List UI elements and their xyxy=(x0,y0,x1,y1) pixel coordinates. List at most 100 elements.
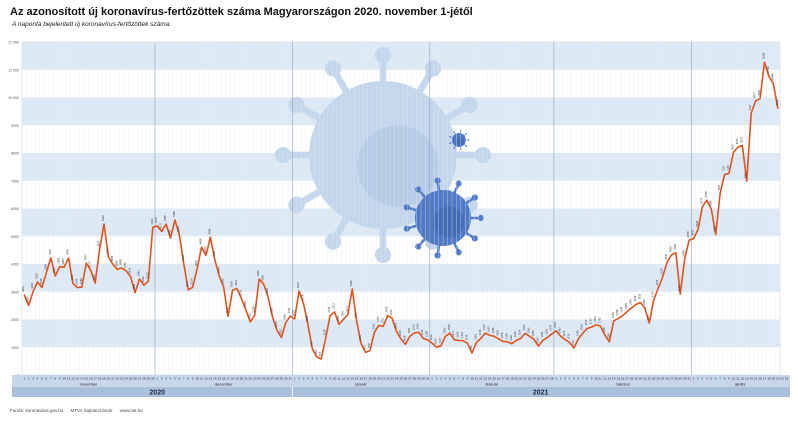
data-point xyxy=(161,230,163,232)
virus-spike-tip xyxy=(459,129,462,132)
data-point xyxy=(577,338,579,340)
data-point xyxy=(413,332,415,334)
data-point xyxy=(750,112,752,114)
data-point xyxy=(613,320,615,322)
data-label: 2116 xyxy=(225,307,229,313)
data-label: 2701 xyxy=(651,291,655,297)
data-point xyxy=(409,335,411,337)
x-tick-label: 20 xyxy=(240,377,244,381)
data-point xyxy=(85,262,87,264)
x-tick-label: 3 xyxy=(165,377,167,381)
data-label: 3282 xyxy=(261,275,265,281)
data-point xyxy=(143,284,145,286)
virus-core xyxy=(433,206,464,238)
virus-spike-tip xyxy=(455,249,462,256)
x-tick-label: 24 xyxy=(656,377,660,381)
x-tick-label: 9 xyxy=(329,377,331,381)
x-tick-label: 10 xyxy=(333,377,337,381)
data-point xyxy=(639,301,641,304)
data-label: 878 xyxy=(367,343,371,348)
data-point xyxy=(497,338,500,340)
data-point xyxy=(710,208,712,210)
data-label: 8270 xyxy=(739,136,743,142)
data-point xyxy=(298,290,300,292)
data-label: 1825 xyxy=(336,315,340,321)
data-point xyxy=(732,151,735,153)
x-tick-label: 30 xyxy=(421,377,425,381)
x-tick-label: 14 xyxy=(213,377,217,381)
virus-spike-tip xyxy=(403,225,410,232)
data-point xyxy=(675,252,677,254)
x-tick-label: 13 xyxy=(483,377,487,381)
data-point xyxy=(130,276,132,278)
data-label: 1871 xyxy=(646,314,650,320)
x-tick-label: 1 xyxy=(555,377,557,381)
data-label: 2612 xyxy=(637,293,641,299)
y-tick-label: 10 000 xyxy=(8,96,19,100)
data-point xyxy=(701,206,703,208)
x-tick-label: 7 xyxy=(458,377,460,381)
data-point xyxy=(653,299,655,301)
data-point xyxy=(240,298,242,300)
data-label: 1563 xyxy=(394,322,398,328)
data-point xyxy=(644,307,646,309)
virus-spike-tip xyxy=(415,186,422,193)
virus-spike-tip xyxy=(453,131,456,133)
data-label: 3312 xyxy=(92,274,96,280)
data-label: 1318 xyxy=(478,329,482,335)
x-tick-label: 20 xyxy=(377,377,381,381)
data-label: 1128 xyxy=(509,335,513,341)
x-tick-label: 7 xyxy=(582,377,584,381)
data-point xyxy=(453,339,455,341)
data-label: 1508 xyxy=(580,324,584,330)
data-point xyxy=(125,270,127,272)
data-label: 6298 xyxy=(704,191,708,197)
x-tick-label: 4 xyxy=(706,377,708,381)
data-point xyxy=(258,278,260,280)
data-label: 1232 xyxy=(460,331,464,337)
virus-spike-tip xyxy=(324,60,342,77)
data-point xyxy=(440,345,442,347)
x-tick-label: 26 xyxy=(266,377,270,381)
x-tick-label: 18 xyxy=(231,377,235,381)
data-label: 5064 xyxy=(713,225,717,231)
data-point xyxy=(586,327,588,329)
virus-spike-tip xyxy=(403,204,410,211)
data-label: 1402 xyxy=(558,327,562,333)
data-point xyxy=(768,75,770,77)
x-tick-label: 5 xyxy=(449,377,451,381)
data-point xyxy=(475,342,477,344)
data-point xyxy=(289,315,291,317)
data-label: 3071 xyxy=(185,280,189,286)
data-label: 4049 xyxy=(664,253,668,259)
grid-band xyxy=(22,42,780,70)
data-label: 2539 xyxy=(633,295,637,301)
data-point xyxy=(356,320,358,322)
data-label: 2038 xyxy=(615,309,619,315)
data-point xyxy=(719,192,721,194)
data-label: 1725 xyxy=(589,318,593,324)
year-label: 2020 xyxy=(149,390,165,397)
data-label: 2420 xyxy=(642,299,646,305)
x-tick-label: 21 xyxy=(780,377,784,381)
x-tick-label: 19 xyxy=(102,377,106,381)
x-tick-label: 6 xyxy=(178,377,180,381)
data-point xyxy=(466,342,469,344)
data-point xyxy=(427,339,429,341)
data-point xyxy=(568,341,570,343)
data-label: 1007 xyxy=(433,338,437,344)
data-point xyxy=(23,294,25,296)
x-tick-label: 21 xyxy=(244,377,248,381)
x-tick-label: 26 xyxy=(404,377,408,381)
data-label: 5045 xyxy=(176,226,180,232)
data-label: 3880 xyxy=(61,258,65,264)
data-point xyxy=(28,304,30,306)
x-tick-label: 12 xyxy=(342,377,346,381)
data-point xyxy=(524,332,526,334)
data-point xyxy=(622,315,624,317)
x-tick-label: 10 xyxy=(470,377,474,381)
x-tick-label: 22 xyxy=(116,377,120,381)
data-point xyxy=(493,335,495,337)
data-label: 2121 xyxy=(287,307,291,313)
x-tick-label: 29 xyxy=(417,377,421,381)
